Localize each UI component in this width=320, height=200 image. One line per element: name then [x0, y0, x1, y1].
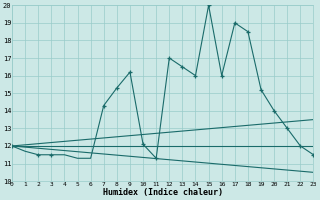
X-axis label: Humidex (Indice chaleur): Humidex (Indice chaleur): [103, 188, 223, 197]
